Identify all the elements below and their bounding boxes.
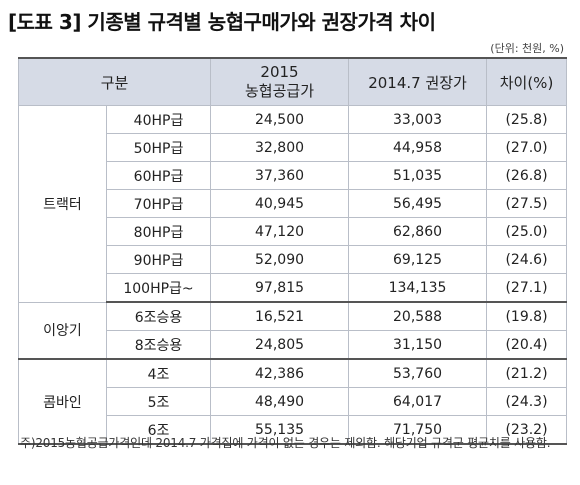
- table-row: 60HP급 37,360 51,035 (26.8): [19, 161, 568, 190]
- price-2014-cell: 44,958: [348, 133, 488, 162]
- price-comparison-table: 구분 2015 농협공급가 2014.7 권장가 차이(%) 트랙터 40HP급…: [17, 57, 568, 445]
- header-price-2015-line1: 2015: [260, 63, 299, 81]
- header-category: 구분: [17, 57, 212, 106]
- price-2014-cell: 56,495: [348, 189, 488, 218]
- price-2014-cell: 53,760: [348, 358, 488, 388]
- group-rice-transplanter: 이앙기: [18, 301, 107, 360]
- price-2015-cell: 40,945: [210, 189, 350, 218]
- table-row: 5조 48,490 64,017 (24.3): [19, 387, 568, 416]
- diff-cell: (26.8): [486, 161, 568, 190]
- table-row: 80HP급 47,120 62,860 (25.0): [19, 217, 568, 246]
- diff-cell: (24.6): [486, 245, 568, 274]
- spec-cell: 6조승용: [105, 301, 212, 331]
- header-price-2015: 2015 농협공급가: [210, 57, 350, 106]
- table-header-row: 구분 2015 농협공급가 2014.7 권장가 차이(%): [17, 57, 568, 106]
- price-2015-cell: 97,815: [210, 273, 350, 303]
- price-2014-cell: 62,860: [348, 217, 488, 246]
- spec-cell: 6조: [105, 415, 212, 445]
- diff-cell: (25.0): [486, 217, 568, 246]
- price-2015-cell: 24,805: [210, 330, 350, 360]
- group-tractor: 트랙터: [18, 105, 107, 303]
- price-2014-cell: 134,135: [348, 273, 488, 303]
- diff-cell: (20.4): [486, 330, 568, 360]
- price-2014-cell: 69,125: [348, 245, 488, 274]
- table-row: 8조승용 24,805 31,150 (20.4): [19, 330, 568, 360]
- spec-cell: 8조승용: [105, 330, 212, 360]
- table-row: 콤바인 4조 42,386 53,760 (21.2): [18, 358, 568, 445]
- spec-cell: 40HP급: [105, 105, 212, 134]
- price-2015-cell: 37,360: [210, 161, 350, 190]
- price-2014-cell: 64,017: [348, 387, 488, 416]
- price-2014-cell: 71,750: [348, 415, 488, 445]
- header-price-2014: 2014.7 권장가: [348, 57, 488, 106]
- price-2014-cell: 20,588: [348, 301, 488, 331]
- footnote: 주)2015농협공급가격인데 2014.7 가격집에 가격이 없는 경우는 제외…: [20, 436, 551, 450]
- price-2014-cell: 51,035: [348, 161, 488, 190]
- spec-cell: 5조: [105, 387, 212, 416]
- table-row: 이앙기 6조승용 16,521 20,588 (19.8): [18, 301, 568, 360]
- spec-cell: 50HP급: [105, 133, 212, 162]
- diff-cell: (23.2): [486, 415, 568, 445]
- diff-cell: (24.3): [486, 387, 568, 416]
- diff-cell: (27.5): [486, 189, 568, 218]
- price-2015-cell: 32,800: [210, 133, 350, 162]
- table-row: 90HP급 52,090 69,125 (24.6): [19, 245, 568, 274]
- diff-cell: (25.8): [486, 105, 568, 134]
- price-2015-cell: 52,090: [210, 245, 350, 274]
- page-title: [도표 3] 기종별 규격별 농협구매가와 권장가격 차이: [8, 10, 436, 34]
- price-2014-cell: 33,003: [348, 105, 488, 134]
- diff-cell: (27.1): [486, 273, 568, 303]
- table-row: 50HP급 32,800 44,958 (27.0): [19, 133, 568, 162]
- price-2014-cell: 31,150: [348, 330, 488, 360]
- diff-cell: (19.8): [486, 301, 568, 331]
- price-2015-cell: 48,490: [210, 387, 350, 416]
- spec-cell: 60HP급: [105, 161, 212, 190]
- diff-cell: (27.0): [486, 133, 568, 162]
- diff-cell: (21.2): [486, 358, 568, 388]
- unit-label: (단위: 천원, %): [490, 42, 564, 55]
- table-row: 100HP급~ 97,815 134,135 (27.1): [19, 273, 568, 303]
- table-row: 6조 55,135 71,750 (23.2): [19, 415, 568, 445]
- group-combine: 콤바인: [18, 358, 107, 445]
- table-row: 70HP급 40,945 56,495 (27.5): [19, 189, 568, 218]
- spec-cell: 70HP급: [105, 189, 212, 218]
- price-2015-cell: 16,521: [210, 301, 350, 331]
- price-2015-cell: 42,386: [210, 358, 350, 388]
- price-2015-cell: 47,120: [210, 217, 350, 246]
- table-row: 트랙터 40HP급 24,500 33,003 (25.8): [18, 105, 568, 303]
- spec-cell: 90HP급: [105, 245, 212, 274]
- spec-cell: 80HP급: [105, 217, 212, 246]
- spec-cell: 100HP급~: [105, 273, 212, 303]
- price-2015-cell: 24,500: [210, 105, 350, 134]
- header-diff: 차이(%): [486, 57, 568, 106]
- header-price-2015-line2: 농협공급가: [245, 82, 315, 100]
- spec-cell: 4조: [105, 358, 212, 388]
- price-2015-cell: 55,135: [210, 415, 350, 445]
